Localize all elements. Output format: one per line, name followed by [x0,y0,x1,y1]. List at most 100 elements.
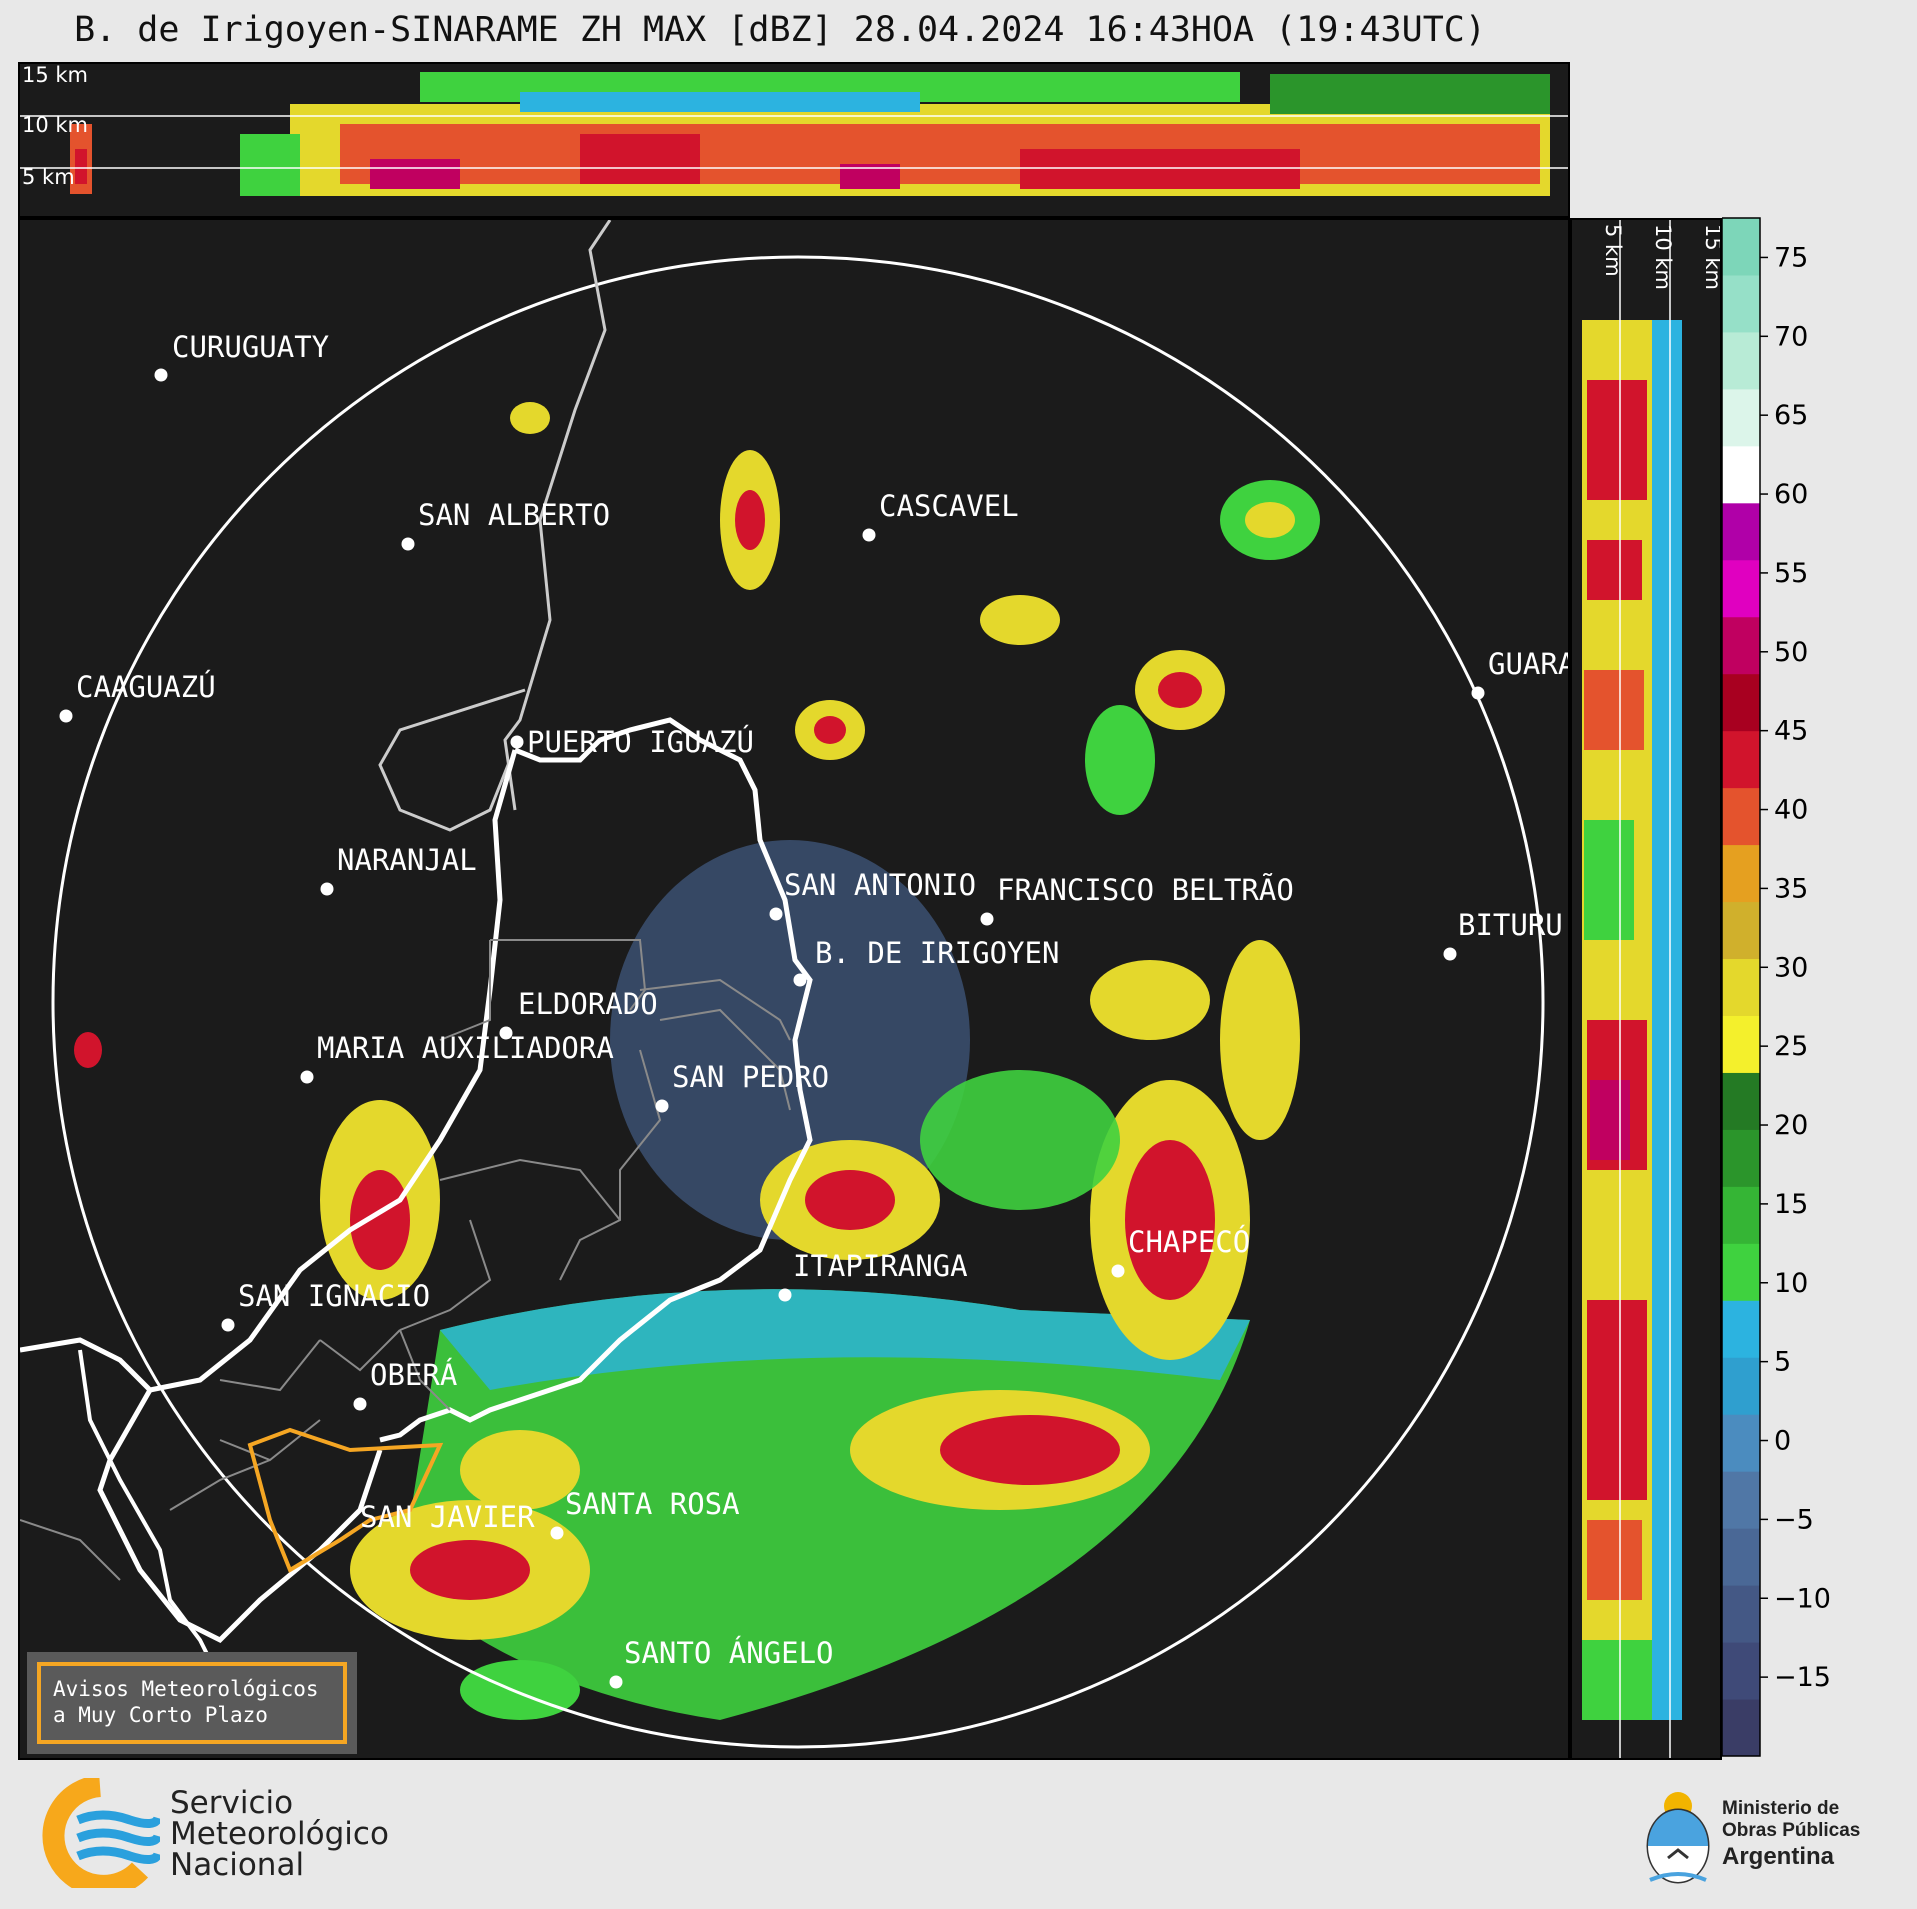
colorbar-band [1722,1699,1760,1757]
colorbar-band [1722,1471,1760,1529]
city-label-obera: OBERÁ [370,1358,457,1392]
colorbar-band [1722,218,1760,276]
city-markers: CURUGUATY SAN ALBERTO CAAGUAZÚ CASCAVEL … [59,330,1568,1689]
smn-line-1: Servicio [170,1785,294,1821]
colorbar-tick-label: −10 [1774,1583,1831,1614]
top-label-10km: 10 km [22,113,88,137]
colorbar-band [1722,388,1760,447]
smn-line-2: Meteorológico [170,1816,389,1852]
colorbar-band [1722,1243,1760,1301]
city-label-caaguazu: CAAGUAZÚ [76,670,216,704]
argentina-coat-of-arms-icon [1646,1792,1710,1884]
notice-line-1: Avisos Meteorológicos [53,1677,319,1701]
city-dot-puerto-iguazu[interactable] [510,735,524,749]
city-dot-caaguazu[interactable] [59,709,73,723]
colorbar-band [1722,445,1760,504]
city-dot-eldorado[interactable] [499,1026,513,1040]
colorbar-tick-label: 0 [1774,1426,1791,1457]
province-borders [20,939,791,1581]
city-label-guara: GUARA [1488,647,1568,681]
city-dot-san-ignacio[interactable] [221,1318,235,1332]
city-dot-b-de-irigoyen[interactable] [793,973,807,987]
colorbar-tick-label: 25 [1774,1031,1808,1062]
city-dot-itapiranga[interactable] [778,1288,792,1302]
colorbar-band [1722,901,1760,960]
city-dot-naranjal[interactable] [320,882,334,896]
city-dot-curuguaty[interactable] [154,368,168,382]
city-label-san-ignacio: SAN IGNACIO [238,1279,430,1313]
radar-map[interactable]: CURUGUATY SAN ALBERTO CAAGUAZÚ CASCAVEL … [18,218,1570,1760]
colorbar-band [1722,730,1760,789]
city-label-curuguaty: CURUGUATY [172,330,329,364]
colorbar-tick-label: 60 [1774,479,1808,510]
side-echo-band [1582,320,1682,1720]
city-label-san-javier: SAN JAVIER [360,1500,535,1534]
city-dot-san-pedro[interactable] [655,1099,669,1113]
colorbar-tick-label: 75 [1774,242,1808,273]
colorbar-band [1722,1357,1760,1415]
city-dot-san-alberto[interactable] [401,537,415,551]
warning-polygon[interactable] [247,1427,444,1573]
smn-wordmark: Servicio Meteorológico Nacional [170,1788,389,1881]
colorbar-band [1722,1585,1760,1643]
city-dot-maria-auxiliadora[interactable] [300,1070,314,1084]
city-dot-chapeco[interactable] [1111,1264,1125,1278]
city-label-san-antonio: SAN ANTONIO [784,868,976,902]
colorbar-band [1722,673,1760,732]
colorbar-tick-label: 20 [1774,1110,1808,1141]
smn-line-3: Nacional [170,1847,305,1883]
side-profile-plot: 5 km 10 km 15 km [1582,220,1720,1758]
city-label-naranjal: NARANJAL [337,843,477,877]
side-label-15km: 15 km [1701,224,1720,290]
short-term-warnings-box[interactable]: Avisos Meteorológicos a Muy Corto Plazo [27,1652,357,1754]
colorbar-band [1722,1186,1760,1244]
colorbar-band [1722,1015,1760,1073]
city-label-itapiranga: ITAPIRANGA [793,1249,968,1283]
colorbar-tick-label: 30 [1774,952,1808,983]
colorbar-tick-label: 65 [1774,400,1808,431]
city-dot-bituru[interactable] [1443,947,1457,961]
colorbar-band [1722,1642,1760,1700]
city-dot-francisco-beltrao[interactable] [980,912,994,926]
city-label-chapeco: CHAPECÓ [1128,1225,1250,1259]
colorbar-band [1722,787,1760,846]
top-echo-band [70,72,1550,196]
side-label-10km: 10 km [1651,224,1675,290]
city-dot-santa-rosa[interactable] [550,1526,564,1540]
top-label-15km: 15 km [22,64,88,87]
city-label-puerto-iguazu: PUERTO IGUAZÚ [527,725,754,759]
radar-map-plot: CURUGUATY SAN ALBERTO CAAGUAZÚ CASCAVEL … [20,220,1568,1749]
colorbar-band [1722,616,1760,675]
colorbar-tick-label: 35 [1774,873,1808,904]
smn-logo-icon [42,1778,160,1888]
colorbar-tick-label: −5 [1774,1504,1814,1535]
top-label-5km: 5 km [22,165,75,189]
city-dot-cascavel[interactable] [862,528,876,542]
notice-line-2: a Muy Corto Plazo [53,1703,268,1727]
city-label-santa-rosa: SANTA ROSA [565,1487,740,1521]
colorbar-tick-label: 45 [1774,716,1808,747]
colorbar-tick-label: 40 [1774,795,1808,826]
city-dot-santo-angelo[interactable] [609,1675,623,1689]
colorbar-band [1722,559,1760,618]
city-label-maria-auxiliadora: MARIA AUXILIADORA [317,1031,614,1065]
city-dot-obera[interactable] [353,1397,367,1411]
colorbar-tick-label: 55 [1774,558,1808,589]
colorbar-band [1722,1129,1760,1187]
colorbar-tick-label: 15 [1774,1189,1808,1220]
city-dot-san-antonio[interactable] [769,907,783,921]
colorbar-band [1722,844,1760,903]
colorbar-band [1722,502,1760,561]
colorbar-tick-label: 10 [1774,1268,1808,1299]
colorbar-band [1722,331,1760,390]
city-dot-guara[interactable] [1471,686,1485,700]
range-ring [51,255,1545,1749]
city-label-eldorado: ELDORADO [518,987,658,1021]
colorbar-band [1722,1414,1760,1472]
ministry-line-2: Obras Públicas [1722,1820,1861,1841]
side-label-5km: 5 km [1601,224,1625,277]
colorbar-tick-label: −15 [1774,1662,1831,1693]
ministry-wordmark: Ministerio de Obras Públicas Argentina [1722,1798,1860,1872]
ministry-line-3: Argentina [1722,1843,1835,1870]
